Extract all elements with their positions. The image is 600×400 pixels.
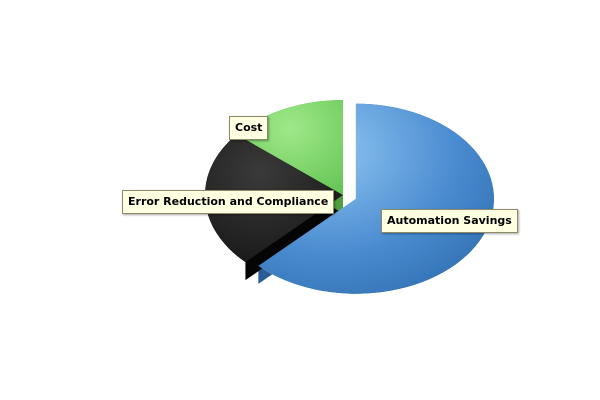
pie-slice-automation-savings[interactable] [258,103,494,294]
slice-label-error-reduction: Error Reduction and Compliance [122,190,335,214]
slice-label-automation-savings: Automation Savings [381,209,518,233]
slice-label-cost: Cost [229,116,269,140]
